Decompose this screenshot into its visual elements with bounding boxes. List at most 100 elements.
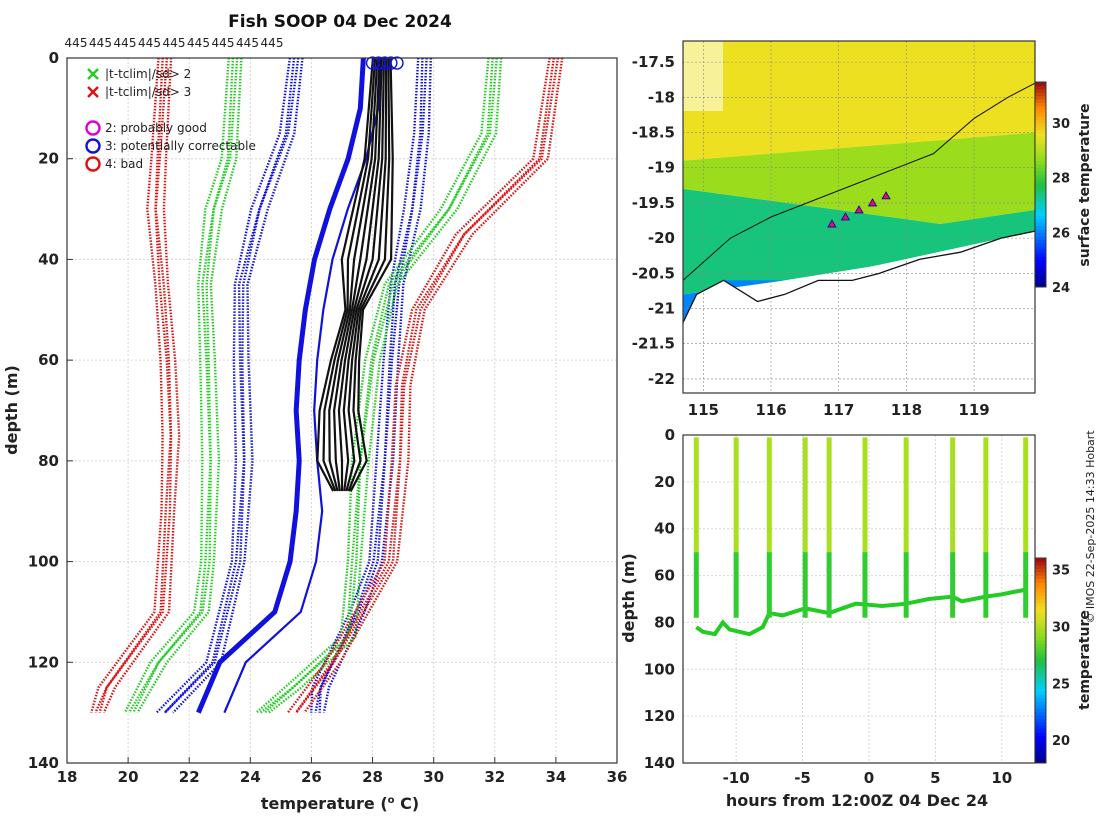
colorbar-segment <box>1035 153 1046 158</box>
colorbar-segment <box>1035 708 1046 713</box>
y-tick-label: 20 <box>654 473 675 491</box>
time-series-x-ticks: -10 -5 0 5 10 <box>723 769 1013 787</box>
colorbar-tick-label: 35 <box>1052 563 1070 578</box>
qc-flag-circle <box>390 56 404 70</box>
temperature-colorbar-label: temperature <box>1077 610 1093 710</box>
series-line <box>318 57 428 713</box>
sst-band <box>683 132 1035 225</box>
colorbar-segment <box>1035 99 1046 103</box>
colorbar-segment <box>1035 701 1046 706</box>
coastline <box>682 82 1036 323</box>
lat-tick-label: -22 <box>648 370 675 388</box>
lon-tick-label: 118 <box>891 401 922 419</box>
colorbar-segment <box>1035 749 1046 754</box>
colorbar-tick-label: 20 <box>1052 734 1070 749</box>
series-line <box>123 57 230 714</box>
track-triangle <box>827 219 837 228</box>
coastline-line <box>682 230 1036 323</box>
legend-circle-marker <box>85 120 101 136</box>
colorbar-segment <box>1035 129 1046 134</box>
profile-legend: |t-tclim|/sd> 2 |t-tclim|/sd> 3 2: probabl… <box>85 67 256 172</box>
colorbar-segment <box>1035 677 1046 682</box>
x-tick-label: 26 <box>301 768 322 786</box>
colorbar-segment <box>1035 249 1046 254</box>
profile-y-axis-label: depth (m) <box>2 365 21 455</box>
colorbar-segment <box>1035 670 1046 675</box>
colorbar-segment <box>1035 116 1046 121</box>
lat-tick-label: -21 <box>648 300 675 318</box>
colorbar-tick-label: 30 <box>1052 620 1070 635</box>
colorbar-segment <box>1035 558 1046 562</box>
colorbar-segment <box>1035 643 1046 648</box>
colorbar-segment <box>1035 687 1046 692</box>
series-line <box>263 57 499 714</box>
colorbar-segment <box>1035 146 1046 151</box>
y-tick-label: 120 <box>28 653 59 671</box>
profile-count-label: 445 <box>212 36 235 50</box>
series-line <box>172 57 304 714</box>
track-triangle <box>854 205 864 214</box>
x-tick-label: 0 <box>864 769 874 787</box>
colorbar-segment <box>1035 266 1046 271</box>
colorbar-segment <box>1035 280 1046 285</box>
lat-tick-label: -21.5 <box>632 335 675 353</box>
colorbar-segment <box>1035 143 1046 148</box>
colorbar-segment <box>1035 102 1046 107</box>
colorbar-segment <box>1035 633 1046 638</box>
x-tick-label: 32 <box>484 768 505 786</box>
colorbar-segment <box>1035 211 1046 216</box>
colorbar-segment <box>1035 88 1046 93</box>
colorbar-segment <box>1035 578 1046 583</box>
colorbar-segment <box>1035 612 1046 617</box>
colorbar-segment <box>1035 235 1046 240</box>
colorbar-segment <box>1035 650 1046 655</box>
series-line <box>310 57 420 713</box>
legend-label: |t-tclim|/sd> 2 <box>105 67 191 81</box>
colorbar-segment <box>1035 735 1046 740</box>
depth-time-series: -10 -5 0 5 10 0 20 40 60 80 100 120 140 <box>644 426 1036 787</box>
series-6 <box>286 57 564 714</box>
colorbar-segment <box>1035 588 1046 593</box>
colorbar-segment <box>1035 82 1046 86</box>
profile-count-label: 445 <box>89 36 112 50</box>
colorbar-segment <box>1035 602 1046 607</box>
colorbar-segment <box>1035 246 1046 250</box>
series-line <box>102 57 181 714</box>
colorbar-segment <box>1035 95 1046 100</box>
series-line <box>345 57 388 492</box>
colorbar-segment <box>1035 136 1046 141</box>
lon-tick-label: 116 <box>755 401 786 419</box>
y-tick-label: 60 <box>654 567 675 585</box>
profile-x-ticks: 18 20 22 24 26 28 30 32 34 36 <box>57 757 627 786</box>
series-line <box>337 57 383 492</box>
time-series-y-axis-label: depth (m) <box>619 553 638 643</box>
colorbar-segment <box>1035 184 1046 189</box>
profile-plot-title: Fish SOOP 04 Dec 2024 <box>228 12 452 32</box>
x-tick-label: 18 <box>57 768 78 786</box>
colorbar-segment <box>1035 208 1046 213</box>
legend-circle-marker <box>85 138 101 154</box>
lat-tick-label: -20 <box>648 229 675 247</box>
map-lat-ticks: -17.5 -18 -18.5 -19 -19.5 -20 -20.5 -21 -21.5 -22 <box>632 53 675 388</box>
series-line <box>286 57 551 714</box>
lat-tick-label: -17.5 <box>632 53 675 71</box>
legend-label: 4: bad <box>105 157 143 171</box>
colorbar-segment <box>1035 273 1046 278</box>
colorbar-segment <box>1035 646 1046 651</box>
colorbar-frame <box>1034 81 1047 288</box>
map-grid <box>683 41 1035 393</box>
colorbar-segment <box>1035 112 1046 117</box>
colorbar-frame <box>1034 557 1047 764</box>
colorbar-segment <box>1035 187 1046 192</box>
x-tick-label: 24 <box>240 768 261 786</box>
colorbar-segment <box>1035 698 1046 702</box>
x-tick-label: 30 <box>423 768 444 786</box>
temperature-colorbar: 20 25 30 35 <box>1034 557 1070 764</box>
track-triangle <box>881 191 891 200</box>
colorbar-segment <box>1035 105 1046 110</box>
colorbar-segment <box>1035 126 1046 131</box>
map-lon-ticks: 115 116 117 118 119 <box>688 401 990 419</box>
colorbar-segment <box>1035 595 1046 600</box>
colorbar-segment <box>1035 164 1046 168</box>
profile-x-axis-label: temperature (o C) <box>261 794 419 813</box>
